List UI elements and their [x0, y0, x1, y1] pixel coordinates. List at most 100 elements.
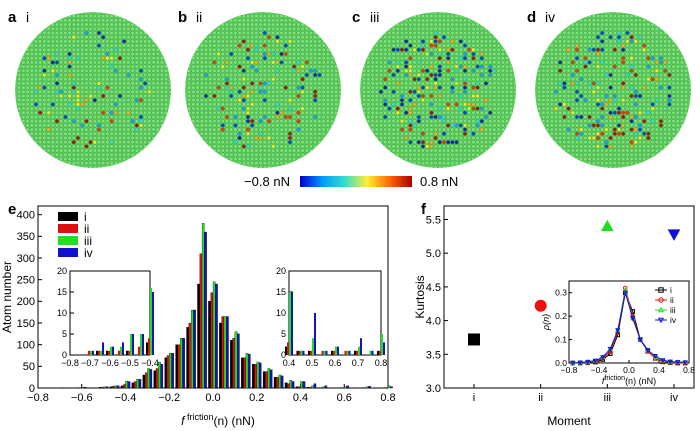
atom: [625, 56, 630, 61]
atom: [233, 43, 238, 48]
atom: [224, 39, 230, 44]
atom: [155, 93, 160, 99]
panel-roman-b: ii: [196, 9, 202, 25]
atom: [570, 30, 575, 36]
atom: [483, 93, 489, 99]
atom: [126, 43, 131, 48]
atom: [667, 110, 672, 115]
atom: [92, 165, 97, 168]
atom: [429, 39, 434, 44]
atom: [646, 64, 651, 69]
atom: [271, 60, 276, 65]
atom: [50, 135, 55, 141]
atom: [587, 140, 592, 145]
atom: [126, 22, 131, 27]
atom: [637, 93, 643, 99]
atom: [216, 85, 221, 90]
atom: [467, 127, 472, 132]
atom: [475, 68, 480, 73]
atom: [304, 131, 309, 136]
atom: [262, 85, 267, 90]
atom: [80, 68, 85, 73]
atom: [325, 123, 330, 128]
bar-ii: [243, 357, 246, 389]
atom: [237, 60, 242, 65]
atom: [387, 56, 392, 61]
atom: [679, 114, 685, 120]
atom: [96, 161, 102, 166]
atom: [412, 131, 417, 136]
atom: [84, 77, 89, 82]
atom: [420, 51, 426, 57]
atom: [663, 51, 668, 57]
atom: [454, 89, 459, 94]
atom: [483, 81, 489, 86]
atom: [254, 102, 259, 107]
atom: [416, 68, 421, 73]
atom: [637, 39, 643, 44]
atom: [33, 43, 39, 48]
atom: [67, 135, 72, 141]
atom: [80, 35, 85, 40]
atom: [399, 43, 405, 48]
atom: [54, 89, 60, 94]
atom: [429, 22, 434, 27]
atom: [450, 114, 455, 120]
atom: [629, 119, 634, 124]
atom: [471, 135, 476, 141]
atom: [63, 56, 68, 61]
atom: [454, 35, 459, 40]
atom: [545, 123, 550, 128]
atom: [570, 102, 575, 107]
atom: [134, 81, 139, 86]
atom: [604, 47, 609, 52]
atom: [33, 127, 39, 132]
atom: [629, 56, 634, 61]
atom: [279, 127, 284, 132]
atom: [488, 98, 493, 103]
atom: [570, 35, 575, 40]
atom: [71, 60, 76, 65]
inset-left-bar-ii: [138, 346, 140, 355]
atom: [233, 135, 238, 141]
atom: [600, 144, 605, 149]
atom: [75, 26, 81, 31]
atom: [663, 30, 668, 36]
atom: [275, 161, 280, 166]
atom: [317, 72, 322, 78]
atom: [492, 51, 497, 57]
atom: [492, 119, 497, 124]
atom: [275, 60, 280, 65]
atom: [496, 68, 501, 73]
atom: [46, 30, 51, 36]
bar-iv: [193, 309, 196, 389]
atom: [591, 47, 596, 52]
atom: [362, 106, 367, 111]
atom: [454, 102, 459, 107]
atom: [574, 114, 580, 120]
atom: [637, 47, 643, 52]
atom: [446, 51, 451, 57]
atom: [17, 106, 22, 111]
atom: [212, 140, 217, 145]
atom: [425, 22, 430, 27]
atom: [370, 64, 375, 69]
atom: [67, 98, 72, 103]
atom: [220, 77, 225, 82]
atom: [408, 30, 413, 36]
atom: [475, 26, 480, 31]
atom: [254, 81, 259, 86]
atom: [433, 51, 438, 57]
main-xtick-label: 0.6: [337, 392, 352, 404]
atom: [441, 102, 447, 107]
atom: [366, 81, 371, 86]
atom: [245, 35, 251, 40]
atom: [283, 89, 288, 94]
atom: [642, 47, 647, 52]
atom: [416, 18, 421, 23]
atom: [105, 102, 110, 107]
atom: [637, 26, 643, 31]
atom: [216, 127, 221, 132]
atom: [608, 56, 613, 61]
atom: [75, 148, 81, 153]
